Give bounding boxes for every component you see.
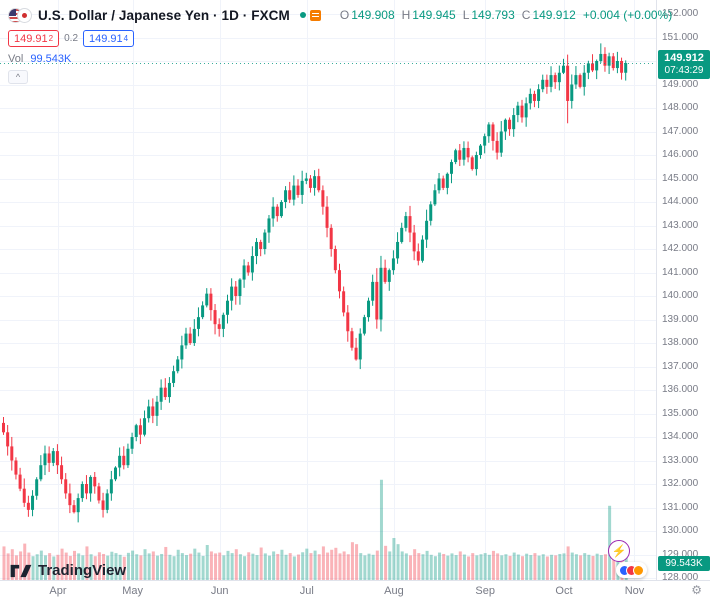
reaction-orange-icon — [633, 564, 644, 576]
volume-label: Vol — [8, 53, 24, 65]
price-tick-label: 134.000 — [662, 431, 699, 442]
time-tick-label: Jul — [299, 585, 314, 597]
ohlc-readout: O 149.908 H 149.945 L 149.793 C 149.912 +0.0… — [333, 8, 672, 22]
close-label: C — [521, 8, 531, 22]
tradingview-logo[interactable]: TradingView — [10, 562, 126, 579]
price-tick-label: 145.000 — [662, 172, 699, 184]
price-tick-label: 144.000 — [662, 196, 699, 207]
buy-button[interactable]: 149.91 4 — [83, 30, 135, 47]
price-tick-label: 143.000 — [662, 219, 699, 231]
price-tick-label: 148.000 — [662, 102, 699, 113]
low-value: 149.793 — [471, 8, 515, 22]
sell-button[interactable]: 149.91 2 — [8, 30, 60, 47]
price-tick-label: 141.000 — [662, 266, 699, 278]
price-tick-label: 135.000 — [662, 407, 699, 419]
last-price-value: 149.912 — [664, 52, 704, 65]
last-price-badge: 149.912 07:43:29 — [658, 50, 710, 80]
chart-legend: U.S. Dollar / Japanese Yen · 1D · FXCM O… — [8, 6, 672, 84]
lightning-icon: ⚡ — [611, 544, 627, 558]
volume-value: 99.543K — [30, 53, 72, 65]
bid-price: 149.91 — [14, 32, 48, 45]
volume-legend: Vol 99.543K — [8, 53, 672, 65]
open-value: 149.908 — [351, 8, 395, 22]
low-label: L — [462, 8, 470, 22]
price-tick-label: 149.000 — [662, 78, 699, 90]
price-tick-label: 142.000 — [662, 243, 699, 254]
bid-price-sup: 2 — [48, 34, 54, 43]
price-tick-label: 137.000 — [662, 360, 699, 372]
price-tick-label: 136.000 — [662, 384, 699, 395]
collapse-pane-button[interactable]: ^ — [8, 70, 28, 84]
axis-settings-icon[interactable]: ⚙ — [691, 583, 702, 597]
boost-button[interactable]: ⚡ — [608, 540, 630, 562]
price-tick-label: 139.000 — [662, 313, 699, 325]
ask-price: 149.91 — [89, 32, 123, 45]
time-axis[interactable]: ⚙ Apr May Jun Jul Aug Sep Oct Nov — [0, 580, 710, 600]
price-tick-label: 152.000 — [662, 8, 699, 19]
reactions-button[interactable] — [616, 562, 647, 578]
symbol-title[interactable]: U.S. Dollar / Japanese Yen · 1D · FXCM — [38, 7, 290, 23]
time-tick-label: Apr — [49, 585, 67, 597]
time-tick-label: Nov — [624, 585, 645, 597]
spread-value: 0.2 — [64, 33, 79, 44]
price-tick-label: 140.000 — [662, 290, 699, 301]
symbol-icon — [8, 7, 32, 23]
open-label: O — [339, 8, 350, 22]
price-tick-label: 128.000 — [662, 572, 699, 583]
change-value: +0.004 (+0.00%) — [582, 8, 673, 22]
price-tick-label: 130.000 — [662, 525, 699, 536]
price-tick-label: 147.000 — [662, 125, 699, 137]
price-tick-label: 138.000 — [662, 337, 699, 348]
jp-flag-icon — [17, 7, 32, 23]
news-icon[interactable] — [309, 9, 321, 21]
market-status-icon — [299, 12, 306, 18]
price-tick-label: 129.000 — [662, 548, 699, 560]
price-tick-label: 132.000 — [662, 478, 699, 489]
candlestick-chart[interactable] — [0, 0, 656, 580]
high-value: 149.945 — [412, 8, 456, 22]
ask-price-sup: 4 — [123, 34, 129, 43]
tradingview-logo-icon — [10, 564, 32, 577]
time-tick-label: Aug — [384, 585, 404, 597]
close-value: 149.912 — [532, 8, 576, 22]
bar-countdown: 07:43:29 — [664, 65, 704, 77]
price-tick-label: 151.000 — [662, 31, 699, 43]
price-tick-label: 133.000 — [662, 454, 699, 466]
time-tick-label: Oct — [555, 585, 573, 597]
volume-badge: 99.543K — [658, 556, 710, 571]
time-tick-label: Sep — [475, 585, 495, 597]
time-tick-label: Jun — [210, 585, 229, 597]
price-tick-label: 131.000 — [662, 501, 699, 513]
high-label: H — [401, 8, 411, 22]
tradingview-logo-text: TradingView — [38, 562, 127, 579]
price-tick-label: 146.000 — [662, 149, 699, 160]
time-tick-label: May — [122, 585, 143, 597]
price-axis[interactable]: 149.912 07:43:29 99.543K 152.000 151.000 1… — [656, 0, 710, 583]
